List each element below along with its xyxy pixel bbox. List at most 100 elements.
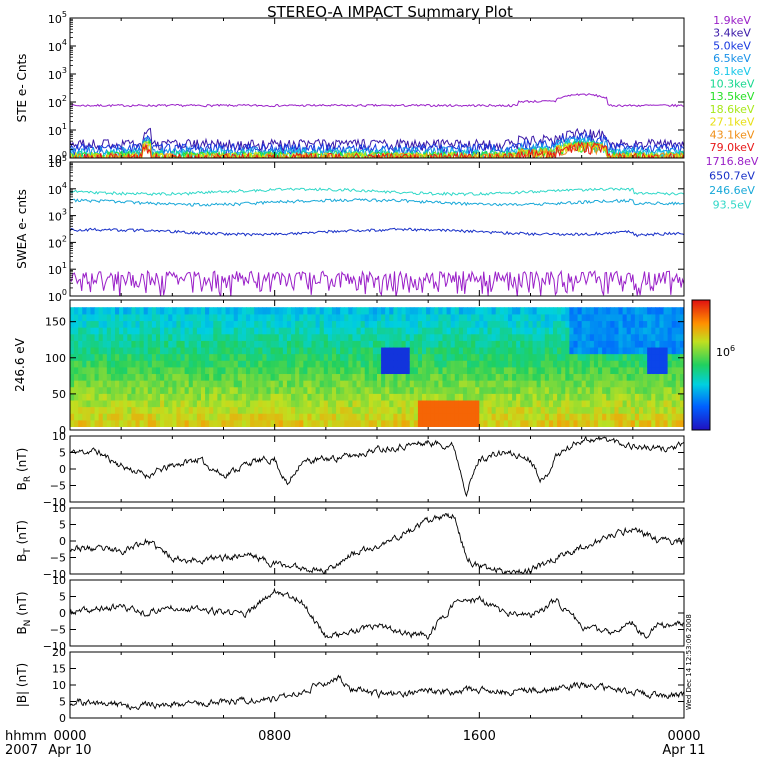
- heatmap-cell: [258, 333, 263, 341]
- heatmap-cell: [663, 399, 669, 408]
- heatmap-cell: [520, 419, 525, 427]
- heatmap-cell: [168, 307, 173, 315]
- heatmap-cell: [581, 327, 587, 335]
- heatmap-cell: [544, 399, 550, 408]
- heatmap-cell: [450, 399, 456, 408]
- y-tick-label-bt: −5: [50, 552, 66, 565]
- heatmap-cell: [168, 340, 173, 348]
- heatmap-cell: [217, 360, 223, 368]
- heatmap-cell: [233, 393, 239, 401]
- heatmap-cell: [364, 353, 370, 361]
- heatmap-cell: [368, 406, 374, 414]
- heatmap-cell: [479, 320, 485, 328]
- heatmap-cell: [499, 380, 505, 388]
- heatmap-cell: [405, 307, 411, 315]
- heatmap-cell: [246, 320, 251, 328]
- heatmap-cell: [618, 353, 624, 361]
- heatmap-cell: [372, 373, 378, 381]
- heatmap-cell: [143, 366, 149, 375]
- heatmap-cell: [454, 366, 460, 375]
- heatmap-cell: [475, 380, 480, 388]
- heatmap-cell: [540, 333, 546, 341]
- heatmap-cell: [192, 393, 198, 401]
- heatmap-cell: [340, 353, 345, 361]
- heatmap-cell: [553, 313, 558, 322]
- heatmap-cell: [123, 346, 128, 355]
- heatmap-cell: [598, 346, 603, 355]
- heatmap-cell: [237, 333, 243, 341]
- heatmap-cell: [475, 340, 480, 348]
- legend-entry-ste-2: 5.0keV: [713, 39, 751, 52]
- heatmap-cell: [634, 406, 640, 414]
- heatmap-cell: [467, 333, 472, 341]
- heatmap-cell: [86, 346, 92, 355]
- heatmap-cell: [372, 313, 378, 322]
- heatmap-cell: [90, 360, 96, 368]
- heatmap-cell: [507, 413, 513, 421]
- heatmap-cell: [184, 340, 190, 348]
- heatmap-cell: [262, 307, 268, 315]
- heatmap-cell: [327, 320, 333, 328]
- heatmap-cell: [164, 366, 169, 375]
- heatmap-cell: [622, 373, 628, 381]
- heatmap-cell: [651, 406, 656, 414]
- heatmap-cell: [487, 380, 493, 388]
- heatmap-cell: [524, 366, 530, 375]
- heatmap-cell: [344, 327, 349, 335]
- heatmap-cell: [344, 366, 349, 375]
- heatmap-cell: [98, 333, 104, 341]
- heatmap-cell: [622, 320, 628, 328]
- heatmap-cell: [123, 399, 128, 408]
- field-trace-bt: [70, 512, 684, 574]
- heatmap-cell: [512, 386, 517, 394]
- heatmap-cell: [168, 380, 173, 388]
- heatmap-cell: [524, 340, 530, 348]
- heatmap-cell: [254, 413, 259, 421]
- heatmap-cell: [74, 393, 79, 401]
- heatmap-cell: [618, 313, 624, 322]
- heatmap-cell: [479, 399, 485, 408]
- heatmap-cell: [303, 346, 309, 355]
- series-line-ste-4: [70, 137, 684, 158]
- heatmap-cell: [78, 419, 83, 427]
- heatmap-cell: [499, 366, 505, 375]
- panel-frame-br: [69, 435, 685, 503]
- heatmap-cell: [630, 327, 636, 335]
- heatmap-cell: [434, 327, 439, 335]
- heatmap-cell: [336, 380, 341, 388]
- heatmap-cell: [471, 386, 476, 394]
- heatmap-cell: [589, 386, 595, 394]
- heatmap-cell: [495, 340, 501, 348]
- heatmap-cell: [295, 386, 300, 394]
- heatmap-cell: [250, 406, 255, 414]
- heatmap-cell: [90, 307, 96, 315]
- heatmap-cell: [200, 399, 206, 408]
- heatmap-cell: [512, 380, 517, 388]
- heatmap-cell: [581, 406, 587, 414]
- heatmap-cell: [78, 320, 83, 328]
- heatmap-cell: [319, 340, 325, 348]
- heatmap-cell: [442, 413, 448, 421]
- heatmap-cell: [160, 320, 165, 328]
- y-tick-label-bmag: 5: [59, 696, 66, 709]
- heatmap-cell: [507, 353, 513, 361]
- heatmap-cell: [606, 406, 611, 414]
- heatmap-cell: [98, 340, 104, 348]
- heatmap-cell: [274, 393, 280, 401]
- heatmap-cell: [548, 366, 554, 375]
- heatmap-cell: [213, 413, 218, 421]
- heatmap-cell: [348, 307, 354, 315]
- heatmap-cell: [458, 399, 464, 408]
- heatmap-cell: [430, 313, 435, 322]
- heatmap-cell: [430, 307, 435, 315]
- heatmap-cell: [606, 327, 611, 335]
- heatmap-cell: [237, 366, 243, 375]
- legend-entry-ste-4: 8.1keV: [713, 65, 751, 78]
- heatmap-cell: [270, 360, 276, 368]
- heatmap-cell: [585, 393, 591, 401]
- heatmap-cell: [282, 360, 288, 368]
- heatmap-cell: [119, 360, 124, 368]
- heatmap-cell: [454, 307, 460, 315]
- heatmap-cell: [630, 340, 636, 348]
- heatmap-cell: [86, 366, 92, 375]
